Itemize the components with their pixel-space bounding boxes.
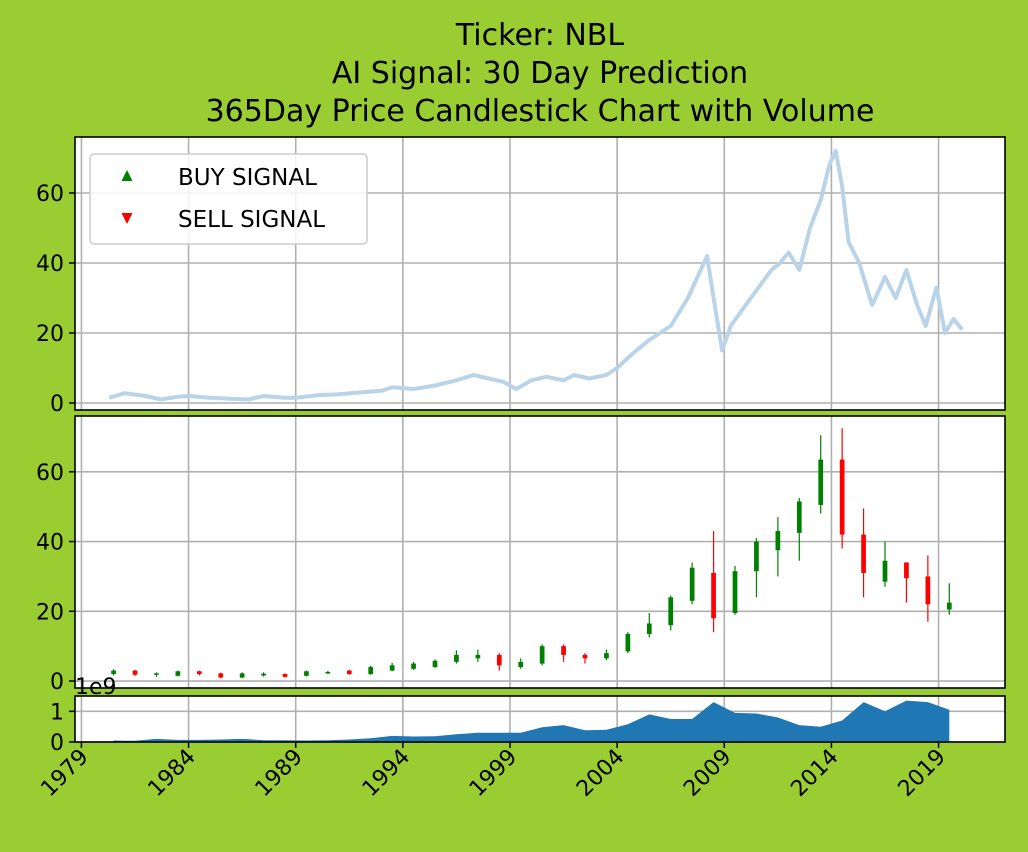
candle-body-20: [539, 646, 545, 664]
chart-title-line-1: Ticker: NBL: [455, 18, 624, 53]
candle-body-39: [946, 602, 952, 610]
candle-body-34: [839, 459, 845, 535]
candle-body-24: [625, 633, 631, 652]
price-ytick-label-2: 40: [36, 252, 64, 277]
price-line: [108, 149, 964, 402]
candle-body-0: [111, 670, 116, 675]
candlestick-panel: 0 20 40 60: [36, 415, 1006, 695]
price-ytick-label-1: 20: [36, 322, 64, 347]
legend-buy-label: BUY SIGNAL: [178, 165, 317, 191]
candle-body-26: [668, 597, 674, 626]
legend-box: [89, 153, 368, 245]
candle-body-4: [196, 671, 202, 675]
candle-ytick-label-0: 0: [50, 670, 64, 695]
candle-body-33: [818, 459, 824, 505]
buy-signal-marker-icon: [121, 170, 133, 181]
volume-area: [113, 700, 950, 742]
candle-body-14: [411, 663, 416, 669]
candle-body-16: [454, 654, 459, 662]
candle-body-11: [346, 670, 352, 675]
chart-title-line-2: AI Signal: 30 Day Prediction: [332, 56, 748, 91]
candle-body-38: [925, 576, 931, 605]
volume-panel: 0 1 1e9: [50, 675, 1006, 756]
candle-body-12: [368, 667, 374, 675]
candle-body-31: [775, 531, 781, 551]
candle-body-10: [325, 671, 331, 674]
candle-body-35: [861, 534, 866, 573]
candle-body-37: [904, 562, 909, 579]
volume-ytick-label-0: 0: [50, 731, 64, 756]
candle-body-13: [389, 665, 395, 671]
candle-body-25: [646, 623, 652, 634]
price-ytick-label-0: 0: [50, 392, 64, 417]
candle-body-30: [754, 541, 759, 572]
candle-body-1: [132, 670, 138, 675]
candle-ytick-label-2: 40: [36, 531, 64, 556]
legend: BUY SIGNAL SELL SIGNAL: [89, 153, 368, 245]
candle-body-23: [604, 653, 609, 659]
candle-plot-area: [75, 416, 1005, 688]
candle-body-19: [518, 661, 524, 668]
price-frame: [74, 136, 1006, 411]
candle-body-28: [711, 572, 716, 619]
candle-body-6: [239, 673, 245, 678]
candle-ytick-label-1: 20: [36, 600, 64, 625]
candle-body-5: [218, 673, 224, 678]
legend-sell-label: SELL SIGNAL: [178, 207, 325, 233]
candle-body-29: [732, 571, 738, 614]
sell-signal-marker-icon: [121, 213, 133, 224]
candle-body-27: [689, 567, 695, 601]
candle-frame: [74, 415, 1006, 689]
candle-ytick-label-3: 60: [36, 461, 64, 486]
volume-offset-label: 1e9: [75, 675, 117, 700]
candle-body-21: [561, 646, 566, 655]
candle-body-17: [475, 654, 481, 659]
volume-frame: [74, 695, 1006, 743]
chart-title-line-3: 365Day Price Candlestick Chart with Volu…: [206, 94, 875, 129]
candle-body-32: [796, 501, 802, 533]
candle-body-7: [261, 673, 266, 676]
price-ytick-label-3: 60: [36, 182, 64, 207]
candle-body-8: [282, 674, 288, 677]
candle-body-22: [582, 654, 588, 659]
candle-body-3: [175, 671, 181, 676]
candle-body-9: [304, 671, 309, 676]
volume-ytick-label-1: 1: [50, 700, 64, 725]
candle-body-2: [154, 673, 159, 675]
candle-body-15: [432, 660, 438, 668]
candle-body-36: [882, 560, 888, 582]
candle-body-18: [496, 654, 502, 666]
